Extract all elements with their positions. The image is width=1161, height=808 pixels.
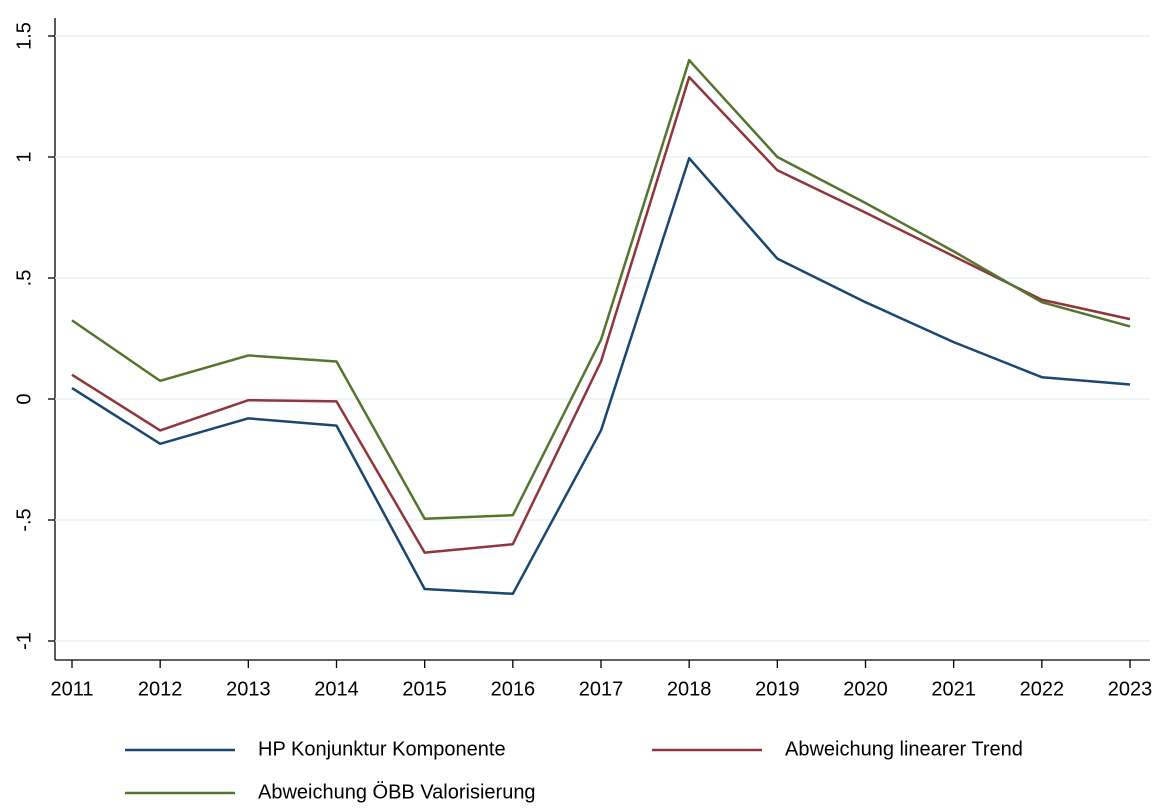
y-tick-label: .5 [13, 270, 35, 287]
x-tick-label: 2013 [226, 678, 271, 700]
series-line [71, 156, 1131, 596]
x-tick-label: 2016 [491, 678, 536, 700]
x-tick-label: 2022 [1020, 678, 1065, 700]
y-tick-label: 0 [13, 393, 35, 404]
y-tick-label: 1 [13, 151, 35, 162]
y-tick-label: 1.5 [13, 22, 35, 50]
x-tick-label: 2015 [402, 678, 447, 700]
x-tick-label: 2019 [755, 678, 800, 700]
x-tick-label: 2011 [50, 678, 93, 700]
series-line [71, 58, 1131, 521]
x-tick-label: 2017 [579, 678, 624, 700]
legend-label: Abweichung linearer Trend [785, 738, 1023, 760]
x-tick-label: 2023 [1108, 678, 1153, 700]
x-tick-label: 2021 [931, 678, 976, 700]
x-tick-label: 2014 [314, 678, 359, 700]
legend-label: HP Konjunktur Komponente [258, 738, 506, 760]
x-tick-label: 2018 [667, 678, 712, 700]
series-line [71, 75, 1131, 554]
x-tick-label: 2020 [843, 678, 888, 700]
y-tick-label: -.5 [13, 508, 35, 531]
x-tick-label: 2012 [138, 678, 183, 700]
legend-label: Abweichung ÖBB Valorisierung [258, 781, 536, 803]
y-tick-label: -1 [13, 632, 35, 650]
